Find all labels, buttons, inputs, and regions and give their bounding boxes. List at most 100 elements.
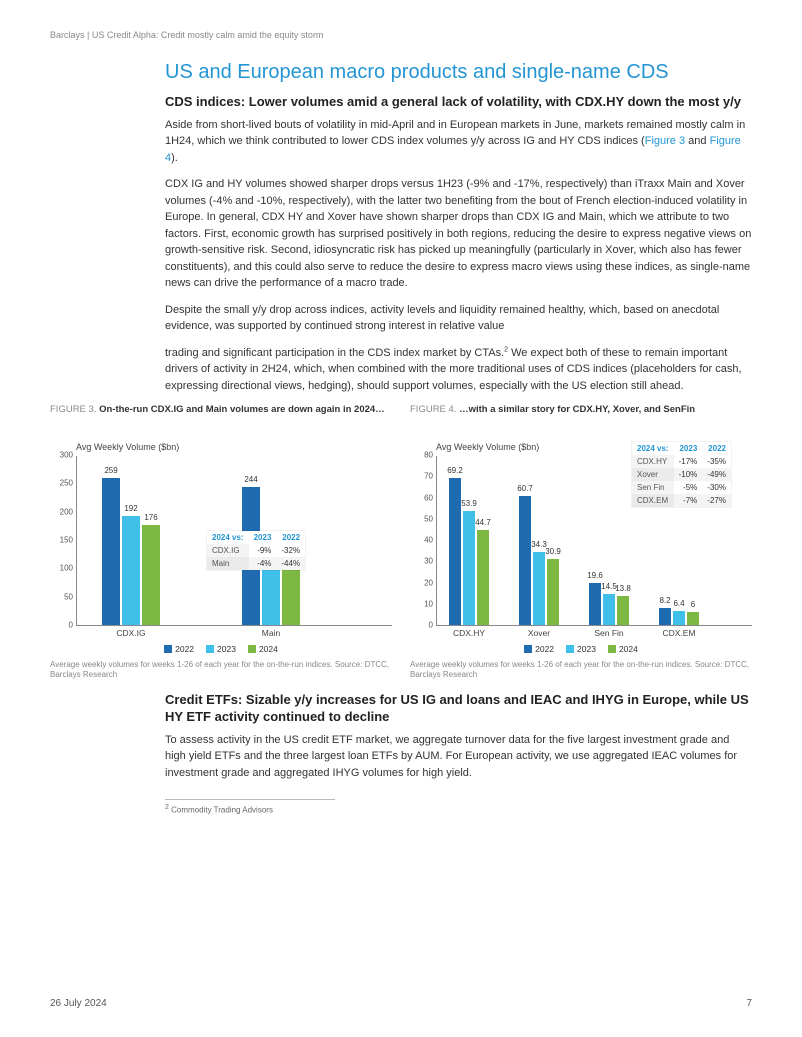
bar-group: 60.734.330.9	[519, 496, 559, 625]
inset-header-cell: 2022	[276, 531, 305, 544]
ytick: 0	[411, 621, 433, 630]
bar-group: 19.614.513.8	[589, 583, 629, 625]
paragraph-3b: trading and significant participation in…	[165, 345, 752, 395]
figure-3-source: Average weekly volumes for weeks 1-26 of…	[50, 660, 392, 681]
inset-cell: -35%	[702, 455, 731, 468]
legend-swatch	[248, 645, 256, 653]
bar-label: 259	[104, 466, 117, 475]
page-footer: 26 July 2024 7	[50, 998, 752, 1009]
bar: 19.6	[589, 583, 601, 625]
bar-label: 19.6	[587, 571, 603, 580]
bar-label: 6.4	[673, 599, 684, 608]
bar-label: 53.9	[461, 499, 477, 508]
header-line: Barclays | US Credit Alpha: Credit mostl…	[50, 30, 752, 40]
figure-3-ytitle: Avg Weekly Volume ($bn)	[76, 442, 392, 452]
inset-cell: -17%	[674, 455, 703, 468]
bar-group: 259192176	[102, 478, 160, 625]
paragraph-2: CDX IG and HY volumes showed sharper dro…	[165, 176, 752, 292]
legend-label: 2024	[259, 644, 278, 654]
bar-group: 8.26.46	[659, 608, 699, 625]
figures-row: FIGURE 3. On-the-run CDX.IG and Main vol…	[50, 404, 752, 681]
legend-swatch	[524, 645, 532, 653]
paragraph-4: To assess activity in the US credit ETF …	[165, 732, 752, 782]
footnote-2: 2 Commodity Trading Advisors	[165, 804, 752, 815]
bar-group: 69.253.944.7	[449, 478, 489, 625]
ytick: 40	[411, 536, 433, 545]
ytick: 250	[51, 479, 73, 488]
xtick: Main	[262, 628, 280, 638]
inset-cell: Sen Fin	[632, 481, 674, 494]
figure3-link[interactable]: Figure 3	[645, 135, 685, 147]
figure-4-plot: 0102030405060708069.253.944.7CDX.HY60.73…	[436, 456, 752, 626]
figure-3-caption: FIGURE 3. On-the-run CDX.IG and Main vol…	[50, 404, 392, 430]
legend-swatch	[608, 645, 616, 653]
bar-label: 13.8	[615, 584, 631, 593]
inset-table: 2024 vs:20232022CDX.HY-17%-35%Xover-10%-…	[632, 442, 731, 507]
xtick: Xover	[528, 628, 550, 638]
inset-cell: Xover	[632, 468, 674, 481]
bar-label: 30.9	[545, 547, 561, 556]
ytick: 300	[51, 451, 73, 460]
footnote-text: Commodity Trading Advisors	[169, 806, 273, 815]
p1-mid: and	[685, 135, 709, 147]
inset-header-cell: 2022	[702, 442, 731, 455]
inset-cell: CDX.EM	[632, 494, 674, 507]
bar: 34.3	[533, 552, 545, 625]
legend-item: 2022	[164, 644, 194, 654]
figure-4: FIGURE 4. …with a similar story for CDX.…	[410, 404, 752, 681]
inset-cell: -44%	[276, 557, 305, 570]
bar: 53.9	[463, 511, 475, 626]
bar: 60.7	[519, 496, 531, 625]
bar-label: 44.7	[475, 518, 491, 527]
etf-subtitle: Credit ETFs: Sizable y/y increases for U…	[165, 691, 752, 726]
inset-cell: CDX.HY	[632, 455, 674, 468]
ytick: 60	[411, 493, 433, 502]
xtick: CDX.IG	[116, 628, 145, 638]
figure-3-legend: 2022 2023 2024	[50, 644, 392, 654]
bar-label: 176	[144, 513, 157, 522]
ytick: 100	[51, 564, 73, 573]
figure-4-caption: FIGURE 4. …with a similar story for CDX.…	[410, 404, 752, 430]
legend-item: 2024	[248, 644, 278, 654]
ytick: 50	[51, 592, 73, 601]
bar: 69.2	[449, 478, 461, 625]
bar-label: 69.2	[447, 466, 463, 475]
footer-page: 7	[746, 998, 752, 1009]
bar: 14.5	[603, 594, 615, 625]
inset-cell: Main	[207, 557, 249, 570]
ytick: 0	[51, 621, 73, 630]
inset-header-cell: 2024 vs:	[632, 442, 674, 455]
cds-subtitle: CDS indices: Lower volumes amid a genera…	[165, 93, 752, 111]
xtick: Sen Fin	[594, 628, 623, 638]
inset-header-cell: 2024 vs:	[207, 531, 249, 544]
bar: 30.9	[547, 559, 559, 625]
figure-4-chart: Avg Weekly Volume ($bn) 0102030405060708…	[410, 442, 752, 652]
ytick: 150	[51, 536, 73, 545]
figure-3-title: On-the-run CDX.IG and Main volumes are d…	[99, 404, 385, 415]
ytick: 80	[411, 451, 433, 460]
legend-swatch	[566, 645, 574, 653]
paragraph-3a: Despite the small y/y drop across indice…	[165, 302, 752, 335]
xtick: CDX.HY	[453, 628, 485, 638]
legend-item: 2024	[608, 644, 638, 654]
inset-cell: -10%	[674, 468, 703, 481]
inset-cell: -4%	[249, 557, 277, 570]
figure-4-legend: 2022 2023 2024	[410, 644, 752, 654]
bar: 176	[142, 525, 160, 625]
legend-swatch	[206, 645, 214, 653]
bar: 192	[122, 516, 140, 625]
legend-label: 2022	[535, 644, 554, 654]
figure-4-source: Average weekly volumes for weeks 1-26 of…	[410, 660, 752, 681]
legend-item: 2023	[206, 644, 236, 654]
xtick: CDX.EM	[662, 628, 695, 638]
inset-cell: CDX.IG	[207, 544, 249, 557]
legend-item: 2023	[566, 644, 596, 654]
figure-3-label: FIGURE 3.	[50, 404, 96, 415]
main-content-2: Credit ETFs: Sizable y/y increases for U…	[165, 691, 752, 815]
inset-cell: -7%	[674, 494, 703, 507]
figure-4-label: FIGURE 4.	[410, 404, 456, 415]
ytick: 200	[51, 507, 73, 516]
bar-label: 8.2	[659, 596, 670, 605]
inset-table: 2024 vs:20232022CDX.IG-9%-32%Main-4%-44%	[207, 531, 305, 570]
figure-3: FIGURE 3. On-the-run CDX.IG and Main vol…	[50, 404, 392, 681]
